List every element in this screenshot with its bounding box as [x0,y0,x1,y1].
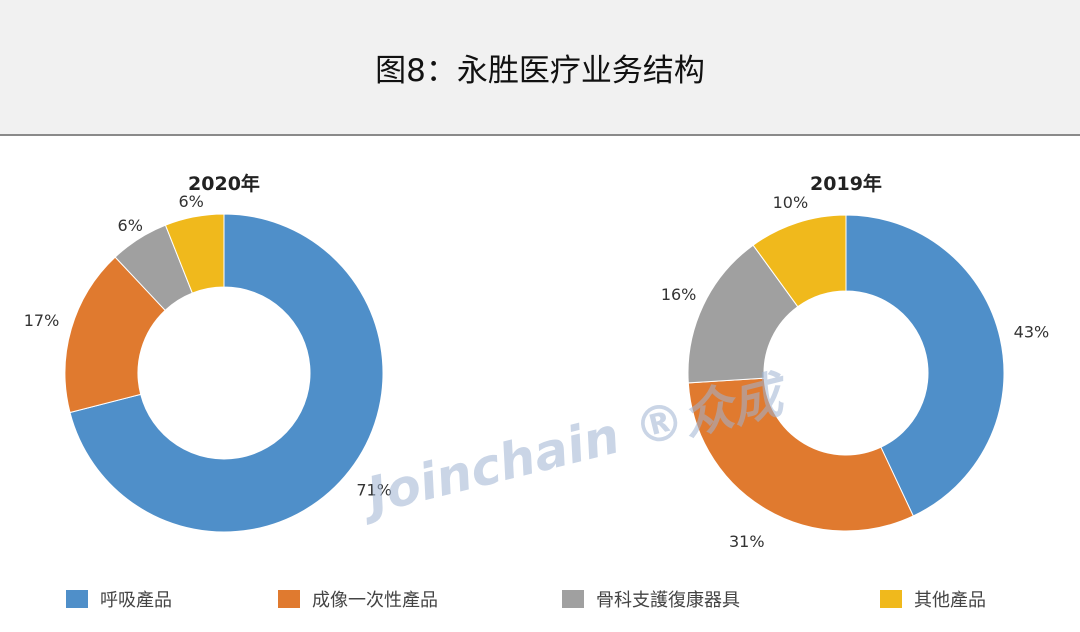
chart-title: 2020年 [188,172,260,195]
donut-slice [164,213,225,294]
donut-slice [687,377,914,532]
legend-swatch [562,590,584,608]
data-label: 17% [24,311,60,330]
legend-swatch [278,590,300,608]
donut-slice [845,214,1005,517]
legend: 呼吸產品 成像一次性產品 骨科支護復康器具 其他產品 [0,586,1080,616]
legend-label: 骨科支護復康器具 [596,590,740,611]
data-label: 16% [661,285,697,304]
legend-item: 呼吸產品 [66,586,172,612]
page-title: 图8：永胜医疗业务结构 [375,52,705,89]
data-label: 6% [179,192,204,211]
chart-title: 2019年 [810,172,882,195]
legend-swatch [880,590,902,608]
donut-slice [687,244,799,384]
data-label: 71% [356,480,392,499]
legend-item: 成像一次性產品 [278,586,438,612]
data-label: 31% [729,532,765,551]
legend-label: 成像一次性產品 [312,590,438,611]
donut-slice [752,214,847,308]
legend-label: 呼吸產品 [100,590,172,611]
data-label: 6% [118,216,143,235]
data-label: 10% [773,193,809,212]
data-label: 43% [1014,323,1050,342]
header: 图8：永胜医疗业务结构 [0,0,1080,136]
legend-label: 其他產品 [914,590,986,611]
legend-item: 其他產品 [880,586,986,612]
donut-slice [64,256,166,414]
legend-item: 骨科支護復康器具 [562,586,740,612]
donut-slice [69,213,384,533]
legend-swatch [66,590,88,608]
